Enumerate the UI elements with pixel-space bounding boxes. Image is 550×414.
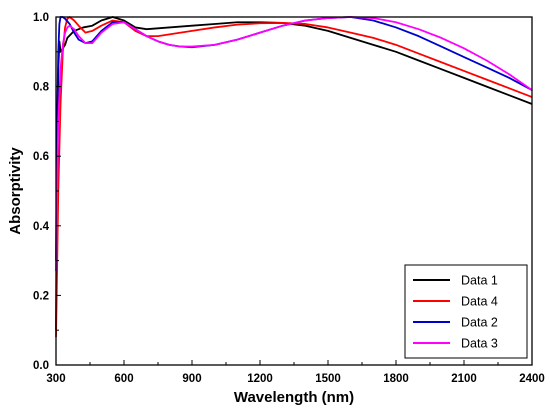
y-tick-label: 0.0 bbox=[33, 360, 49, 372]
legend-label-3: Data 2 bbox=[461, 316, 498, 330]
x-tick-label: 1800 bbox=[383, 373, 409, 385]
y-tick-label: 0.6 bbox=[33, 151, 49, 163]
y-tick-label: 0.8 bbox=[33, 82, 50, 94]
y-axis-title: Absorptivity bbox=[7, 147, 24, 235]
series-line-4 bbox=[55, 16, 533, 272]
x-axis-title: Wavelength (nm) bbox=[234, 389, 354, 406]
legend: Data 1 Data 4 Data 2 Data 3 bbox=[404, 264, 528, 359]
x-tick-label: 1500 bbox=[315, 373, 341, 385]
legend-label-1: Data 1 bbox=[461, 274, 498, 288]
y-tick-label: 0.4 bbox=[33, 221, 50, 233]
x-tick-label: 2400 bbox=[519, 373, 545, 385]
legend-label-4: Data 3 bbox=[461, 337, 498, 351]
legend-label-2: Data 4 bbox=[461, 295, 498, 309]
y-tick-label: 0.2 bbox=[33, 290, 49, 302]
x-tick-label: 600 bbox=[114, 373, 133, 385]
y-tick-label: 1.0 bbox=[33, 12, 49, 24]
x-tick-label: 1200 bbox=[247, 373, 273, 385]
x-tick-label: 2100 bbox=[451, 373, 477, 385]
ticks-layer: 300 600 900 1200 1500 1800 2100 2400 0.0 0.2 0.4 0.… bbox=[33, 12, 545, 385]
series-layer bbox=[55, 16, 533, 338]
series-line-3 bbox=[55, 16, 533, 261]
x-tick-label: 900 bbox=[182, 373, 201, 385]
legend-items: Data 1 Data 4 Data 2 Data 3 bbox=[413, 274, 498, 351]
x-tick-label: 300 bbox=[46, 373, 65, 385]
